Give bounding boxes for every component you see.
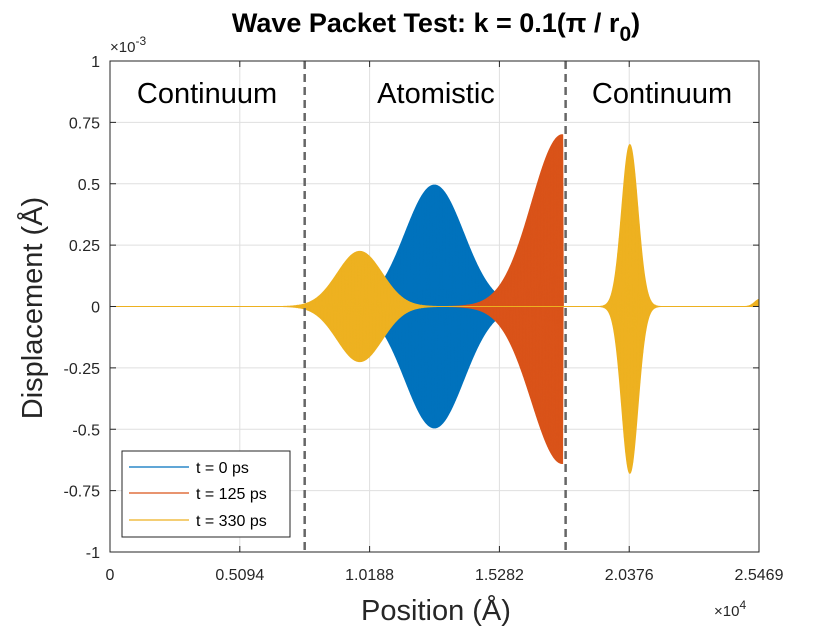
y-tick-label: -0.5 (72, 422, 100, 439)
y-exponent-label: ×10-3 (110, 34, 146, 56)
legend-label-t330: t = 330 ps (196, 513, 267, 530)
x-tick-labels: 0 0.5094 1.0188 1.5282 2.0376 2.5469 (106, 567, 784, 584)
x-tick-label: 2.0376 (605, 567, 654, 584)
region-label-atomistic: Atomistic (377, 78, 495, 110)
legend-label-t125: t = 125 ps (196, 486, 267, 503)
x-exponent-label: ×104 (714, 598, 746, 620)
x-tick-label: 0 (106, 567, 115, 584)
y-tick-label: 0.25 (69, 238, 100, 255)
y-axis-label: Displacement (Å) (16, 197, 49, 419)
y-tick-label: 0.75 (69, 115, 100, 132)
y-tick-label: 1 (91, 54, 100, 71)
x-axis-label: Position (Å) (361, 594, 511, 627)
x-tick-label: 0.5094 (215, 567, 264, 584)
y-tick-label: 0 (91, 300, 100, 317)
x-tick-label: 2.5469 (735, 567, 784, 584)
y-tick-label: -0.75 (64, 484, 101, 501)
y-tick-label: -0.25 (64, 361, 101, 378)
y-tick-label: -1 (86, 545, 100, 562)
region-label-continuum-right: Continuum (592, 78, 732, 110)
legend-label-t0: t = 0 ps (196, 460, 249, 477)
boundary-layer (303, 61, 567, 552)
x-tick-label: 1.0188 (345, 567, 394, 584)
x-tick-label: 1.5282 (475, 567, 524, 584)
ticks (109, 60, 760, 553)
region-label-continuum-left: Continuum (137, 78, 277, 110)
y-tick-label: 0.5 (78, 177, 100, 194)
chart-title: Wave Packet Test: k = 0.1(π / r0) (232, 8, 640, 46)
y-tick-labels: -1 -0.75 -0.5 -0.25 0 0.25 0.5 0.75 1 (64, 54, 101, 562)
legend: t = 0 ps t = 125 ps t = 330 ps (121, 450, 291, 538)
series-layer (110, 134, 759, 474)
legend-box (121, 450, 291, 538)
